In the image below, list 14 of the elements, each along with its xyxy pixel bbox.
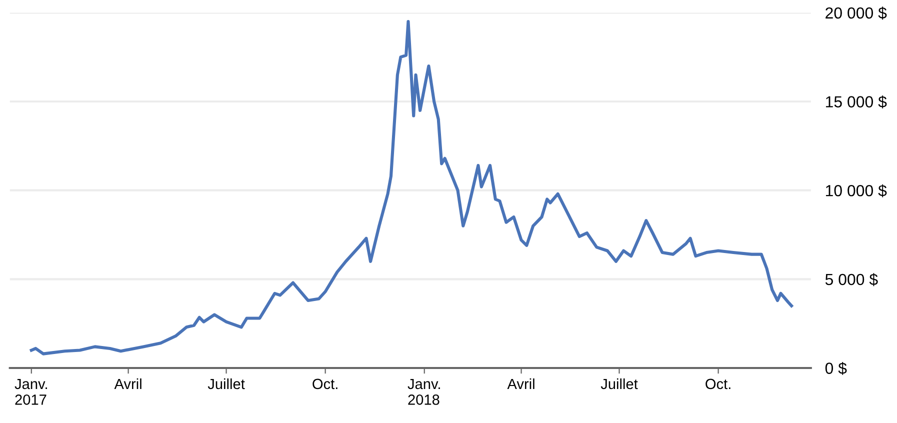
x-tick-label: Juillet <box>208 378 245 390</box>
x-tick-label: Juillet <box>600 378 638 390</box>
y-tick-label: 15 000 $ <box>826 95 887 108</box>
x-tick-label: Oct. <box>312 378 338 390</box>
x-tick-label: Oct. <box>706 378 730 390</box>
x-tick-label: Janv. 2018 <box>408 378 440 405</box>
y-tick-label: 10 000 $ <box>826 184 887 198</box>
line-series <box>30 20 794 356</box>
x-tick-label: Janv. 2017 <box>14 378 47 405</box>
x-tick-label: Avril <box>507 378 534 389</box>
y-tick-label: 5 000 $ <box>825 273 878 286</box>
x-tick-label: Avril <box>114 378 142 389</box>
y-tick-label: 20 000 $ <box>826 6 887 20</box>
y-tick-label: 0 $ <box>825 362 847 375</box>
